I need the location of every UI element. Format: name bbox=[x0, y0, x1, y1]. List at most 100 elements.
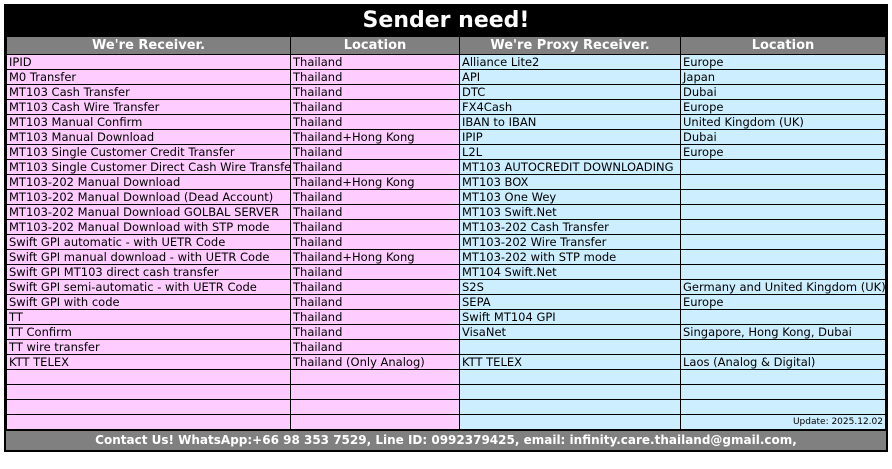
proxy-receiver-cell[interactable]: IBAN to IBAN bbox=[459, 114, 681, 130]
proxy-receiver-cell[interactable] bbox=[459, 414, 681, 430]
receiver-cell[interactable]: MT103-202 Manual Download bbox=[6, 174, 291, 190]
proxy-receiver-cell[interactable]: MT103-202 Wire Transfer bbox=[459, 234, 681, 250]
receiver-cell[interactable] bbox=[6, 369, 291, 385]
receiver-cell[interactable]: Swift GPI MT103 direct cash transfer bbox=[6, 264, 291, 280]
proxy-location-cell[interactable] bbox=[680, 204, 886, 220]
proxy-location-cell[interactable]: Europe bbox=[680, 54, 886, 70]
receiver-location-cell[interactable] bbox=[290, 414, 460, 430]
receiver-location-cell[interactable]: Thailand bbox=[290, 294, 460, 310]
proxy-receiver-cell[interactable]: S2S bbox=[459, 279, 681, 295]
proxy-location-cell[interactable] bbox=[680, 159, 886, 175]
proxy-location-cell[interactable] bbox=[680, 339, 886, 355]
receiver-location-cell[interactable]: Thailand (Only Analog) bbox=[290, 354, 460, 370]
proxy-location-cell[interactable]: Japan bbox=[680, 69, 886, 85]
proxy-receiver-cell[interactable]: MT103-202 Cash Transfer bbox=[459, 219, 681, 235]
receiver-cell[interactable] bbox=[6, 399, 291, 415]
proxy-location-cell[interactable] bbox=[680, 399, 886, 415]
proxy-receiver-cell[interactable]: IPIP bbox=[459, 129, 681, 145]
receiver-cell[interactable]: MT103-202 Manual Download with STP mode bbox=[6, 219, 291, 235]
proxy-location-cell[interactable]: Europe bbox=[680, 99, 886, 115]
receiver-cell[interactable]: MT103-202 Manual Download GOLBAL SERVER bbox=[6, 204, 291, 220]
proxy-receiver-cell[interactable] bbox=[459, 369, 681, 385]
receiver-location-cell[interactable]: Thailand bbox=[290, 204, 460, 220]
proxy-location-cell[interactable]: Laos (Analog & Digital) bbox=[680, 354, 886, 370]
receiver-cell[interactable]: Swift GPI manual download - with UETR Co… bbox=[6, 249, 291, 265]
receiver-cell[interactable] bbox=[6, 414, 291, 430]
receiver-location-cell[interactable]: Thailand+Hong Kong bbox=[290, 249, 460, 265]
receiver-cell[interactable]: MT103 Single Customer Credit Transfer bbox=[6, 144, 291, 160]
proxy-location-cell[interactable]: Europe bbox=[680, 294, 886, 310]
proxy-receiver-cell[interactable] bbox=[459, 399, 681, 415]
receiver-location-cell[interactable]: Thailand bbox=[290, 234, 460, 250]
receiver-cell[interactable]: TT bbox=[6, 309, 291, 325]
receiver-location-cell[interactable]: Thailand bbox=[290, 264, 460, 280]
receiver-location-cell[interactable]: Thailand bbox=[290, 84, 460, 100]
proxy-receiver-cell[interactable]: MT103 One Wey bbox=[459, 189, 681, 205]
receiver-cell[interactable]: MT103 Manual Download bbox=[6, 129, 291, 145]
proxy-receiver-cell[interactable]: MT103 BOX bbox=[459, 174, 681, 190]
proxy-receiver-cell[interactable]: MT103 AUTOCREDIT DOWNLOADING bbox=[459, 159, 681, 175]
proxy-receiver-cell[interactable]: Swift MT104 GPI bbox=[459, 309, 681, 325]
receiver-cell[interactable]: M0 Transfer bbox=[6, 69, 291, 85]
receiver-cell[interactable]: Swift GPI semi-automatic - with UETR Cod… bbox=[6, 279, 291, 295]
receiver-location-cell[interactable]: Thailand+Hong Kong bbox=[290, 129, 460, 145]
proxy-location-cell[interactable] bbox=[680, 174, 886, 190]
receiver-cell[interactable]: Swift GPI automatic - with UETR Code bbox=[6, 234, 291, 250]
proxy-receiver-cell[interactable]: FX4Cash bbox=[459, 99, 681, 115]
proxy-receiver-cell[interactable]: Alliance Lite2 bbox=[459, 54, 681, 70]
receiver-location-cell[interactable] bbox=[290, 369, 460, 385]
receiver-location-cell[interactable]: Thailand bbox=[290, 219, 460, 235]
receiver-location-cell[interactable]: Thailand bbox=[290, 309, 460, 325]
receiver-location-cell[interactable]: Thailand bbox=[290, 324, 460, 340]
receiver-location-cell[interactable]: Thailand bbox=[290, 114, 460, 130]
receiver-cell[interactable] bbox=[6, 384, 291, 400]
receiver-cell[interactable]: MT103 Cash Wire Transfer bbox=[6, 99, 291, 115]
proxy-location-cell[interactable]: Dubai bbox=[680, 129, 886, 145]
receiver-cell[interactable]: MT103 Manual Confirm bbox=[6, 114, 291, 130]
proxy-receiver-cell[interactable]: VisaNet bbox=[459, 324, 681, 340]
receiver-cell[interactable]: MT103 Cash Transfer bbox=[6, 84, 291, 100]
proxy-location-cell[interactable]: Europe bbox=[680, 144, 886, 160]
proxy-location-cell[interactable]: Germany and United Kingdom (UK) bbox=[680, 279, 886, 295]
proxy-receiver-cell[interactable]: SEPA bbox=[459, 294, 681, 310]
proxy-location-cell[interactable] bbox=[680, 234, 886, 250]
proxy-location-cell[interactable] bbox=[680, 384, 886, 400]
receiver-location-cell[interactable]: Thailand bbox=[290, 54, 460, 70]
receiver-cell[interactable]: KTT TELEX bbox=[6, 354, 291, 370]
proxy-location-cell[interactable]: Dubai bbox=[680, 84, 886, 100]
proxy-location-cell[interactable] bbox=[680, 264, 886, 280]
receiver-location-cell[interactable] bbox=[290, 384, 460, 400]
receiver-location-cell[interactable]: Thailand bbox=[290, 69, 460, 85]
proxy-receiver-cell[interactable]: DTC bbox=[459, 84, 681, 100]
proxy-location-cell[interactable] bbox=[680, 249, 886, 265]
proxy-receiver-cell[interactable]: L2L bbox=[459, 144, 681, 160]
update-date[interactable]: Update: 2025.12.02 bbox=[680, 414, 886, 430]
receiver-cell[interactable]: IPID bbox=[6, 54, 291, 70]
receiver-cell[interactable]: TT wire transfer bbox=[6, 339, 291, 355]
receiver-cell[interactable]: TT Confirm bbox=[6, 324, 291, 340]
receiver-location-cell[interactable]: Thailand+Hong Kong bbox=[290, 174, 460, 190]
receiver-cell[interactable]: MT103-202 Manual Download (Dead Account) bbox=[6, 189, 291, 205]
receiver-location-cell[interactable]: Thailand bbox=[290, 279, 460, 295]
receiver-location-cell[interactable]: Thailand bbox=[290, 189, 460, 205]
receiver-location-cell[interactable]: Thailand bbox=[290, 99, 460, 115]
proxy-location-cell[interactable] bbox=[680, 189, 886, 205]
proxy-location-cell[interactable] bbox=[680, 309, 886, 325]
proxy-receiver-cell[interactable]: MT104 Swift.Net bbox=[459, 264, 681, 280]
receiver-location-cell[interactable] bbox=[290, 399, 460, 415]
proxy-receiver-cell[interactable] bbox=[459, 339, 681, 355]
proxy-location-cell[interactable] bbox=[680, 369, 886, 385]
proxy-receiver-cell[interactable]: API bbox=[459, 69, 681, 85]
receiver-cell[interactable]: Swift GPI with code bbox=[6, 294, 291, 310]
receiver-cell[interactable]: MT103 Single Customer Direct Cash Wire T… bbox=[6, 159, 291, 175]
proxy-receiver-cell[interactable]: MT103 Swift.Net bbox=[459, 204, 681, 220]
receiver-location-cell[interactable]: Thailand bbox=[290, 144, 460, 160]
proxy-location-cell[interactable] bbox=[680, 219, 886, 235]
proxy-receiver-cell[interactable]: MT103-202 with STP mode bbox=[459, 249, 681, 265]
receiver-location-cell[interactable]: Thailand bbox=[290, 339, 460, 355]
receiver-location-cell[interactable]: Thailand bbox=[290, 159, 460, 175]
proxy-location-cell[interactable]: Singapore, Hong Kong, Dubai bbox=[680, 324, 886, 340]
proxy-location-cell[interactable]: United Kingdom (UK) bbox=[680, 114, 886, 130]
proxy-receiver-cell[interactable] bbox=[459, 384, 681, 400]
proxy-receiver-cell[interactable]: KTT TELEX bbox=[459, 354, 681, 370]
